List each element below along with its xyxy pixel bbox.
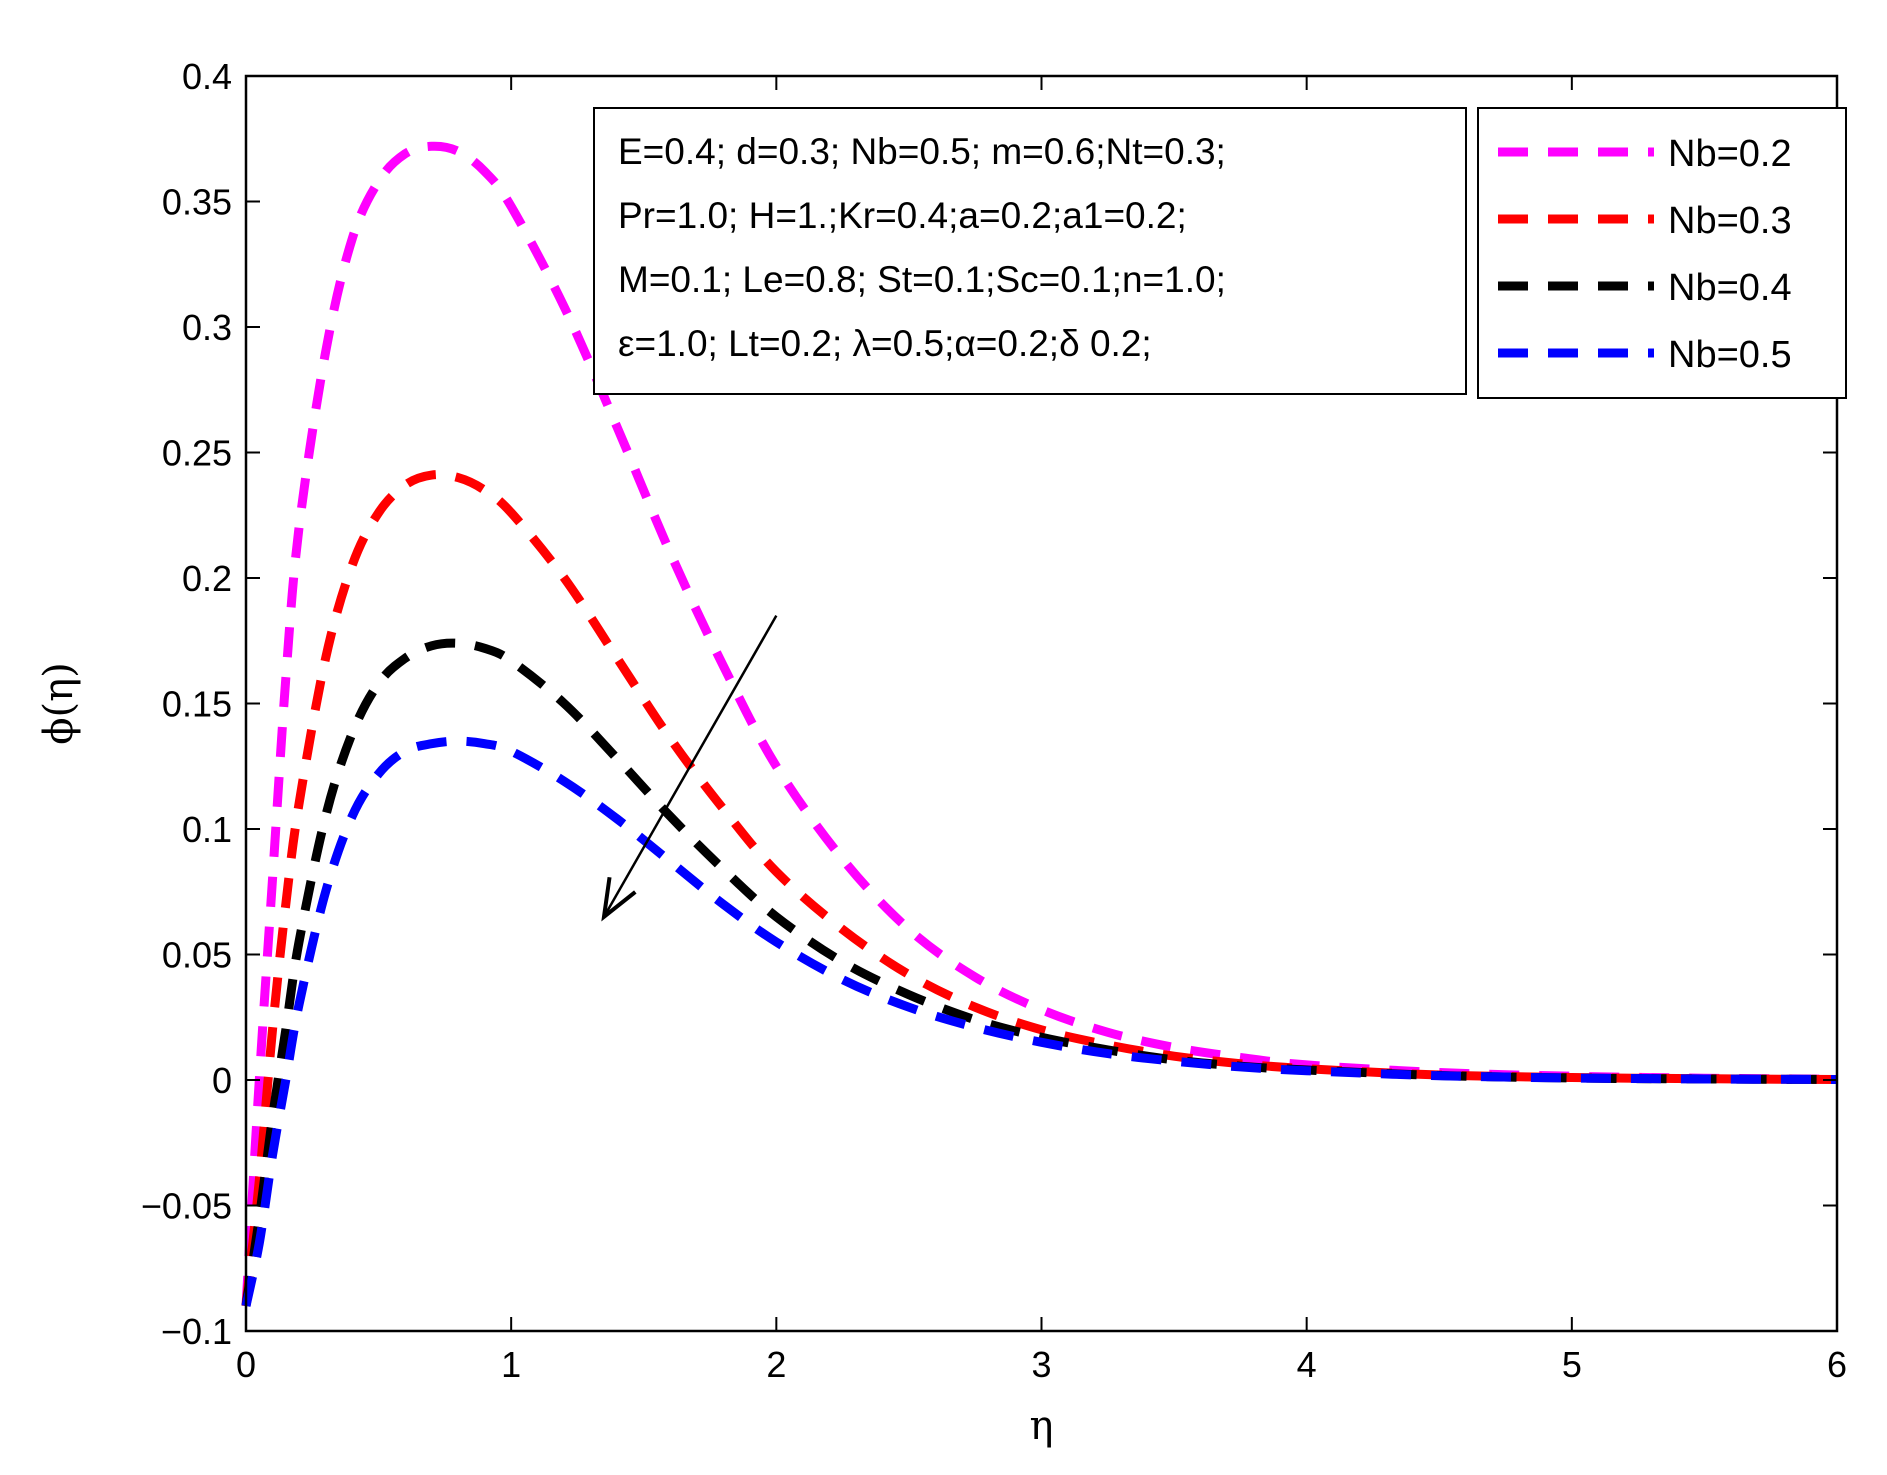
- y-tick-label: 0.1: [182, 809, 232, 850]
- arrow-shaft: [602, 615, 778, 918]
- y-tick-label: 0: [212, 1060, 232, 1101]
- x-tick-label: 6: [1827, 1344, 1847, 1385]
- y-tick-label: −0.1: [161, 1311, 232, 1352]
- annotation-box: E=0.4; d=0.3; Nb=0.5; m=0.6;Nt=0.3; Pr=1…: [593, 107, 1467, 395]
- y-tick-label: −0.05: [141, 1186, 232, 1227]
- legend-label-2: Nb=0.3: [1668, 200, 1792, 242]
- legend-label-1: Nb=0.2: [1668, 133, 1792, 175]
- arrow-head: [601, 876, 637, 922]
- x-tick-label: 1: [501, 1344, 521, 1385]
- annotation-frame: [593, 107, 1467, 395]
- annotation-line-1: E=0.4; d=0.3; Nb=0.5; m=0.6;Nt=0.3;: [618, 131, 1226, 172]
- series-line-1: [241, 141, 1838, 1307]
- x-tick-label: 3: [1031, 1344, 1051, 1385]
- x-tick-label: 0: [236, 1344, 256, 1385]
- annotation-line-3: M=0.1; Le=0.8; St=0.1;Sc=0.1;n=1.0;: [618, 259, 1226, 300]
- x-axis-label: η: [1030, 1403, 1054, 1449]
- legend: Nb=0.2 Nb=0.3 Nb=0.4 Nb=0.5: [1477, 107, 1847, 399]
- legend-frame: [1477, 107, 1847, 399]
- y-tick-label: 0.15: [162, 684, 232, 725]
- annotation-line-2: Pr=1.0; H=1.;Kr=0.4;a=0.2;a1=0.2;: [618, 195, 1187, 236]
- y-tick-label: 0.2: [182, 558, 232, 599]
- x-tick-label: 5: [1562, 1344, 1582, 1385]
- ticks-layer: 0 1 2 3 4 5 6 −0.1 −0.05 0 0.05 0.1 0.15 0.2 0.25 0.3 0.…: [141, 56, 1847, 1385]
- legend-label-4: Nb=0.5: [1668, 334, 1792, 376]
- y-tick-label: 0.25: [162, 433, 232, 474]
- y-tick-label: 0.3: [182, 307, 232, 348]
- series-line-2: [241, 470, 1838, 1307]
- y-tick-label: 0.35: [162, 182, 232, 223]
- x-tick-label: 2: [766, 1344, 786, 1385]
- series-layer: [241, 141, 1838, 1307]
- annotation-line-4: ε=1.0; Lt=0.2; λ=0.5;α=0.2;δ 0.2;: [618, 323, 1152, 364]
- legend-label-3: Nb=0.4: [1668, 267, 1792, 309]
- y-axis-label: ϕ(η): [36, 662, 82, 744]
- series-line-4: [241, 736, 1838, 1307]
- y-tick-label: 0.4: [182, 56, 232, 97]
- trend-arrow: [601, 615, 778, 922]
- y-tick-label: 0.05: [162, 935, 232, 976]
- x-tick-label: 4: [1297, 1344, 1317, 1385]
